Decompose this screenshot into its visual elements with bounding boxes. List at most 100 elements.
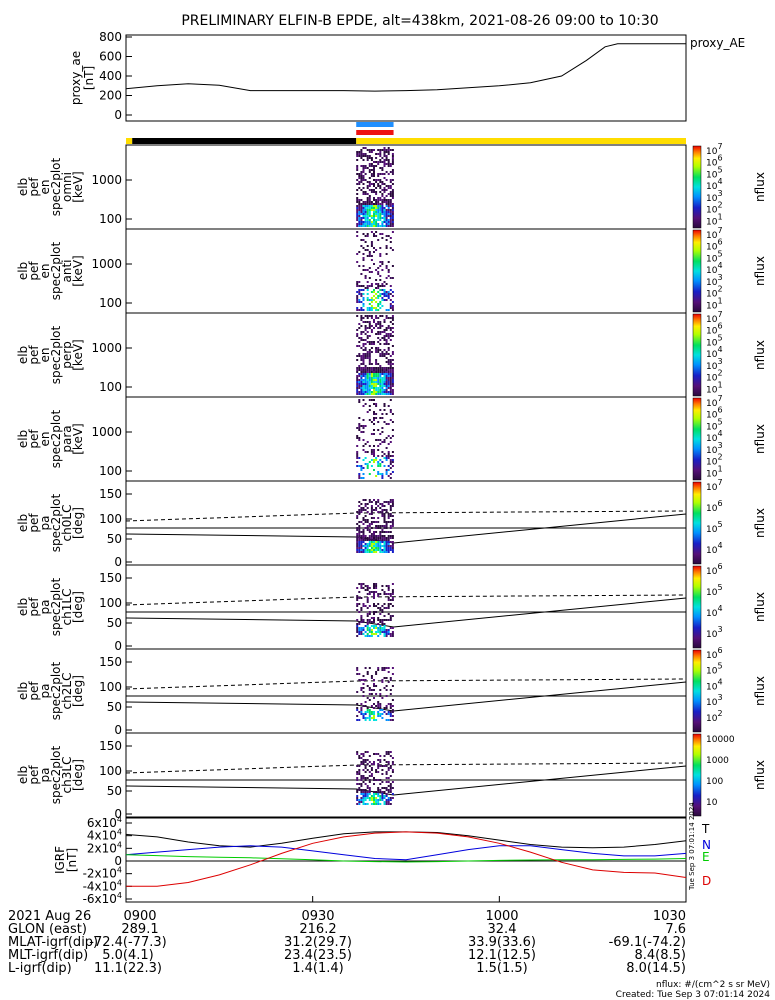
spec-cell [358, 787, 361, 789]
spec-cell [368, 711, 371, 713]
spec-ytick-label: 100 [99, 212, 122, 226]
spec-cell [366, 587, 369, 589]
spec-cell [356, 381, 359, 383]
spec-cell [383, 221, 386, 223]
spec-cell [391, 265, 394, 267]
spec-cell [370, 305, 373, 307]
spec-ytick-label: 100 [99, 764, 122, 778]
spec-cell [358, 299, 361, 301]
spec-cell [375, 625, 378, 627]
spec-cell [356, 189, 359, 191]
spec-cell [356, 777, 359, 779]
spec-cell [389, 393, 392, 395]
spec-cell [385, 315, 388, 317]
spec-cell [381, 473, 384, 475]
spec-cell [383, 379, 386, 381]
spec-cell [360, 477, 363, 479]
spec-cell [383, 519, 386, 521]
spec-cell [383, 295, 386, 297]
spec-cell [377, 323, 380, 325]
spec-cell [387, 353, 390, 355]
spec-cell [381, 367, 384, 369]
spec-cell [381, 717, 384, 719]
colorbar-tick-label: 102 [706, 709, 723, 724]
spec-cell [364, 767, 367, 769]
spec-cell [389, 367, 392, 369]
spec-cell [362, 379, 365, 381]
spec-cell [375, 161, 378, 163]
spec-cell [356, 791, 359, 793]
spec-cell [381, 201, 384, 203]
spec-cell [381, 769, 384, 771]
spec-ytick-label: 100 [99, 680, 122, 694]
spec-cell [358, 379, 361, 381]
spec-cell [385, 217, 388, 219]
loss-cone-anti-line [125, 678, 687, 690]
spec-cell [362, 297, 365, 299]
spec-cell [391, 719, 394, 721]
spec-cell [368, 499, 371, 501]
spec-cell [366, 751, 369, 753]
spec-panel-anti: 1000100elbpefenspec2plotanti[keV]1071061… [16, 226, 767, 314]
spec-cell [383, 631, 386, 633]
spec-cell [377, 149, 380, 151]
spec-cell [391, 393, 394, 395]
spec-cell [379, 755, 382, 757]
spec-cell [391, 781, 394, 783]
spec-cell [389, 547, 392, 549]
spec-cell [381, 681, 384, 683]
spec-cell [385, 695, 388, 697]
spec-cell [383, 219, 386, 221]
igrf-ytick-label: 0 [114, 854, 122, 868]
spec-ylabel-line: spec2plot [49, 409, 63, 468]
spec-cell [377, 273, 380, 275]
spec-cell [387, 763, 390, 765]
spec-cell [358, 219, 361, 221]
spec-cell [373, 199, 375, 201]
spec-cell [368, 169, 371, 171]
spec-cell [383, 369, 386, 371]
spec-cell [366, 511, 369, 513]
spec-cell [368, 207, 371, 209]
spec-cell [385, 195, 388, 197]
spec-cell [377, 379, 380, 381]
spec-cell [385, 309, 388, 311]
spec-cell [387, 213, 390, 215]
spec-cell [391, 277, 394, 279]
spec-cell [358, 537, 361, 539]
spec-cell [383, 343, 386, 345]
footer-mlt-0: 5.0(4.1) [102, 948, 154, 963]
spec-cell [389, 181, 392, 183]
spec-cell [373, 173, 375, 175]
spec-cell [383, 389, 386, 391]
spec-cell [366, 769, 369, 771]
spec-cell [381, 529, 384, 531]
spec-cell [358, 289, 361, 291]
spec-cell [387, 359, 390, 361]
spec-cell [366, 685, 369, 687]
spec-cell [360, 465, 363, 467]
spec-cell [360, 213, 363, 215]
spec-cell [379, 275, 382, 277]
spec-cell [364, 269, 367, 271]
spec-cell [368, 357, 371, 359]
spec-cell [391, 541, 394, 543]
spec-cell [389, 693, 392, 695]
spec-cell [368, 717, 371, 719]
spec-cell [379, 383, 382, 385]
spec-cell [383, 803, 386, 805]
spec-cell [360, 285, 363, 287]
spec-cell [373, 541, 375, 543]
spec-ytick-label: 50 [107, 784, 122, 798]
spec-cell [387, 753, 390, 755]
spec-cell [391, 757, 394, 759]
spec-cell [370, 231, 373, 233]
spec-cell [364, 327, 367, 329]
spec-cell [377, 197, 380, 199]
spec-cell [366, 393, 369, 395]
spec-cell [368, 713, 371, 715]
spec-cell [356, 751, 359, 753]
spec-cell [358, 355, 361, 357]
spec-cell [381, 799, 384, 801]
spec-cell [364, 377, 367, 379]
